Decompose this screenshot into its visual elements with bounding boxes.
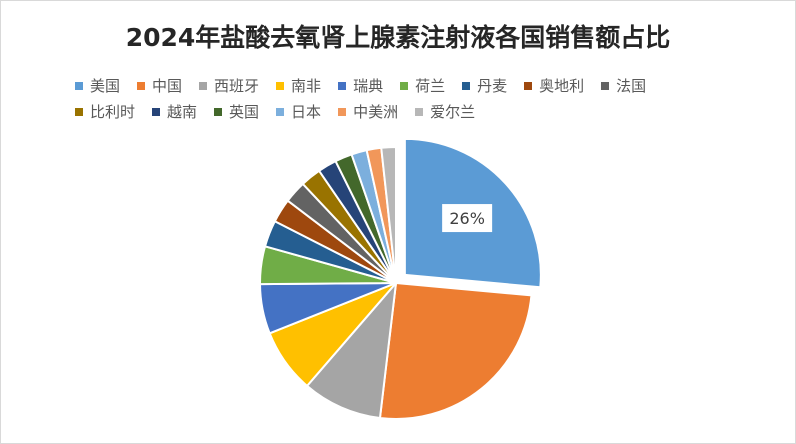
legend-label: 比利时 [90,103,136,121]
data-label-box [442,204,493,233]
legend-swatch [400,82,409,90]
pie-slice-2 [305,279,398,420]
legend-swatch [338,108,347,116]
pie-slice-14 [380,145,397,284]
legend-label: 荷兰 [415,77,446,95]
legend-label: 英国 [229,103,260,121]
legend-item: 比利时 [75,99,135,125]
data-label: 26% [449,209,485,228]
legend-swatch [338,82,347,90]
legend-item: 日本 [276,99,321,125]
legend-label: 南非 [291,77,322,95]
legend-swatch [75,82,83,90]
legend-item: 爱尔兰 [415,99,475,125]
legend-item: 中美洲 [338,99,398,125]
legend-label: 爱尔兰 [430,103,476,121]
legend-swatch [214,108,223,116]
legend-label: 中美洲 [353,103,399,121]
legend-label: 奥地利 [539,77,585,95]
legend-swatch [601,82,610,90]
legend-swatch [75,108,83,116]
legend-label: 法国 [616,77,647,95]
legend-swatch [137,82,146,90]
legend-swatch [415,108,424,116]
legend-item: 英国 [214,99,259,125]
legend-swatch [199,82,208,90]
legend-item: 中国 [137,73,182,99]
legend-swatch [276,82,285,90]
legend-item: 南非 [276,73,321,99]
pie-slice-1 [378,281,533,420]
legend-label: 丹麦 [477,77,508,95]
legend-item: 荷兰 [400,73,445,99]
legend-label: 瑞典 [353,77,384,95]
legend-item: 越南 [152,99,197,125]
legend-swatch [152,108,161,116]
legend-item: 法国 [601,73,646,99]
legend-swatch [276,108,285,116]
legend-item: 美国 [75,73,120,99]
legend: 美国 中国 西班牙 南非 瑞典 荷兰 丹麦 奥地利 法国比利时 越南 英国 日本 中美洲 爱尔兰 [75,73,735,125]
legend-item: 丹麦 [462,73,507,99]
legend-swatch [462,82,471,90]
legend-label: 日本 [291,103,322,121]
chart-title: 2024年盐酸去氧肾上腺素注射液各国销售额占比 [125,23,671,52]
legend-item: 奥地利 [524,73,584,99]
legend-label: 西班牙 [214,77,260,95]
legend-label: 美国 [90,77,121,95]
legend-item: 西班牙 [199,73,259,99]
legend-label: 中国 [152,77,183,95]
legend-label: 越南 [167,103,198,121]
legend-swatch [524,82,533,90]
legend-item: 瑞典 [338,73,383,99]
